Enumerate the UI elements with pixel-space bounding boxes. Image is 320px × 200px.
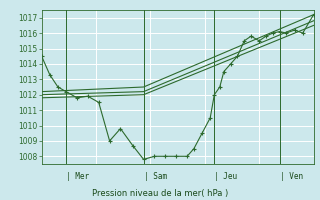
Text: | Sam: | Sam [144, 172, 167, 181]
Text: | Mer: | Mer [66, 172, 89, 181]
Text: Pression niveau de la mer( hPa ): Pression niveau de la mer( hPa ) [92, 189, 228, 198]
Text: | Jeu: | Jeu [214, 172, 237, 181]
Text: | Ven: | Ven [280, 172, 303, 181]
